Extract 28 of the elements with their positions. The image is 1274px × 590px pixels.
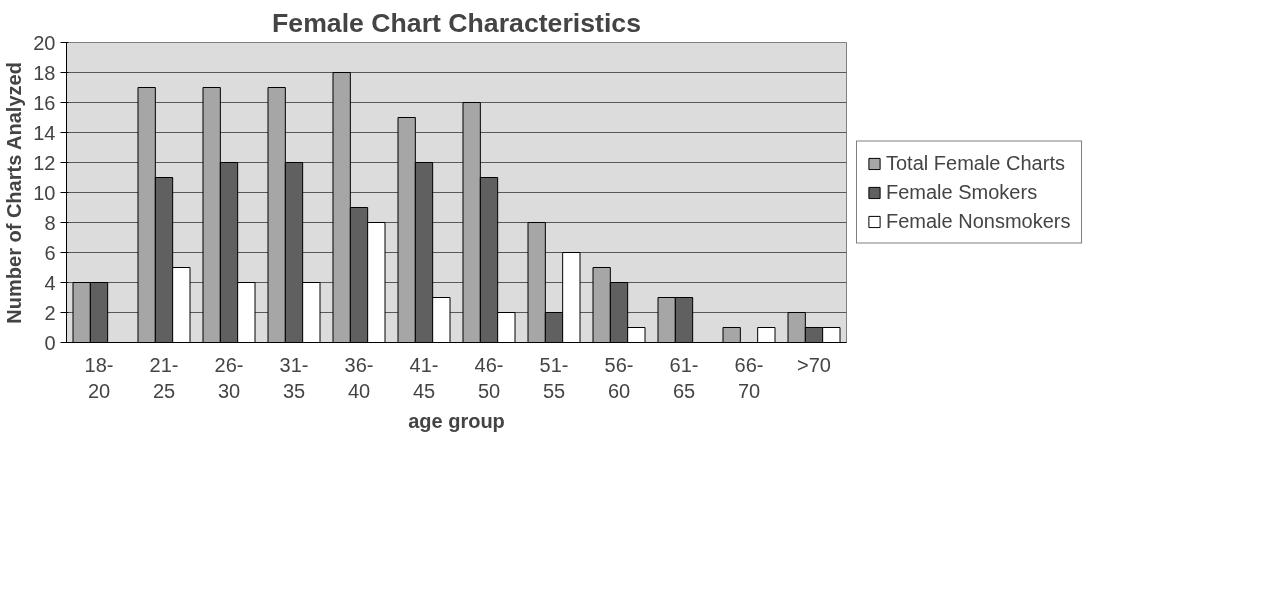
y-tick-label: 0: [44, 331, 56, 354]
x-tick-label: 66- 70: [734, 353, 764, 402]
y-axis-title: Number of Charts Analyzed: [3, 62, 26, 324]
y-tick-label: 8: [44, 211, 56, 234]
y-tick-label: 14: [33, 121, 56, 144]
x-axis-title: age group: [408, 409, 505, 432]
y-tick-label: 20: [33, 31, 56, 54]
x-tick-label: 21- 25: [149, 353, 179, 402]
x-tick-label: 18- 20: [84, 353, 114, 402]
y-tick-label: 10: [33, 181, 56, 204]
y-tick-label: 4: [44, 271, 56, 294]
x-tick-label: 31- 35: [279, 353, 309, 402]
x-tick-label: 26- 30: [214, 353, 244, 402]
legend-label: Female Smokers: [886, 180, 1038, 204]
y-tick-label: 18: [33, 61, 56, 84]
x-tick-label: 36- 40: [344, 353, 374, 402]
chart-title: Female Chart Characteristics: [272, 7, 641, 38]
legend-label: Total Female Charts: [886, 151, 1065, 175]
x-tick-label: 46- 50: [474, 353, 504, 402]
x-tick-label: 61- 65: [669, 353, 699, 402]
x-tick-label: 51- 55: [539, 353, 569, 402]
legend-label: Female Nonsmokers: [886, 209, 1071, 233]
y-tick-label: 2: [44, 301, 56, 324]
x-tick-label: >70: [797, 353, 831, 376]
y-tick-label: 12: [33, 151, 56, 174]
y-tick-label: 16: [33, 91, 56, 114]
y-tick-label: 6: [44, 241, 56, 264]
x-tick-label: 56- 60: [604, 353, 634, 402]
